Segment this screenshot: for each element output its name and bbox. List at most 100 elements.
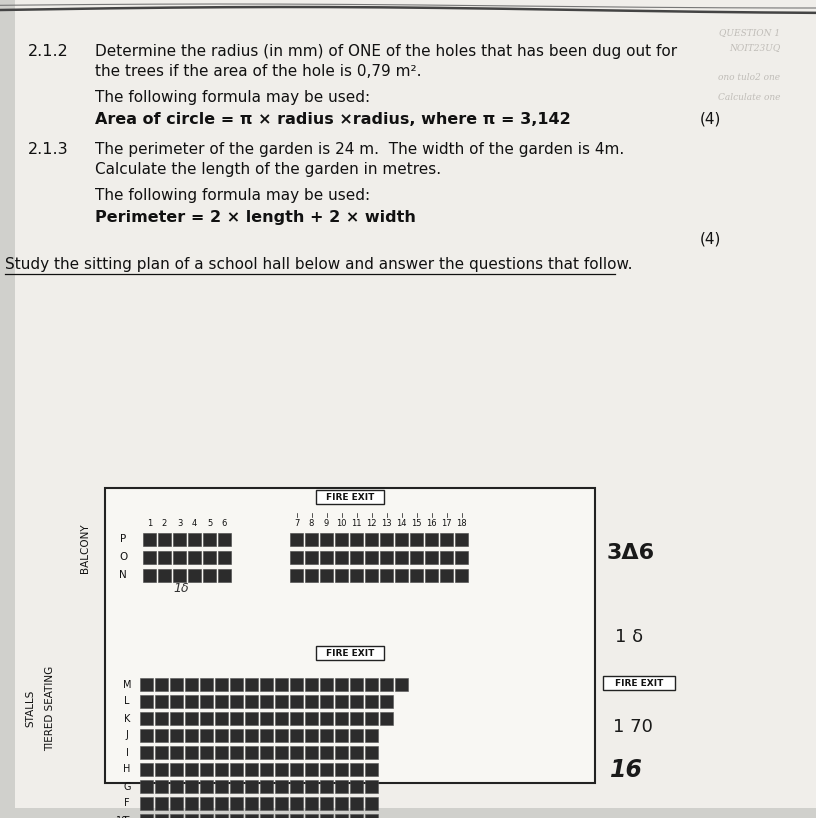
Bar: [290, 814, 303, 818]
Bar: [185, 780, 198, 793]
Bar: [260, 729, 273, 742]
Bar: [350, 712, 363, 725]
Bar: [335, 814, 348, 818]
Bar: [425, 551, 438, 564]
Bar: [218, 533, 231, 546]
Bar: [245, 746, 258, 759]
Bar: [305, 797, 318, 810]
Bar: [440, 533, 453, 546]
Bar: [203, 551, 216, 564]
Bar: [260, 746, 273, 759]
Text: 16: 16: [610, 758, 643, 782]
Bar: [335, 780, 348, 793]
Bar: [275, 814, 288, 818]
Bar: [335, 569, 348, 582]
Bar: [320, 695, 333, 708]
Bar: [200, 797, 213, 810]
Text: 1 δ: 1 δ: [615, 628, 643, 646]
Bar: [170, 695, 183, 708]
Bar: [320, 814, 333, 818]
Bar: [410, 569, 423, 582]
Bar: [335, 797, 348, 810]
Bar: [320, 797, 333, 810]
Bar: [275, 695, 288, 708]
Bar: [155, 797, 168, 810]
Bar: [188, 569, 201, 582]
Bar: [350, 678, 363, 691]
Text: FIRE EXIT: FIRE EXIT: [326, 492, 375, 501]
Bar: [140, 729, 153, 742]
Text: 13: 13: [381, 519, 392, 528]
Bar: [290, 780, 303, 793]
Bar: [230, 797, 243, 810]
Bar: [215, 814, 228, 818]
Bar: [320, 746, 333, 759]
Text: G: G: [123, 781, 131, 792]
Bar: [290, 729, 303, 742]
Text: 1 70: 1 70: [613, 718, 653, 736]
Bar: [305, 695, 318, 708]
Text: 2.1.2: 2.1.2: [28, 44, 69, 59]
Bar: [245, 814, 258, 818]
Bar: [290, 746, 303, 759]
Bar: [365, 763, 378, 776]
Text: Determine the radius (in mm) of ONE of the holes that has been dug out for: Determine the radius (in mm) of ONE of t…: [95, 44, 677, 59]
Bar: [155, 729, 168, 742]
Text: BALCONY: BALCONY: [80, 524, 90, 573]
Bar: [275, 763, 288, 776]
Bar: [350, 569, 363, 582]
Bar: [215, 729, 228, 742]
Bar: [350, 797, 363, 810]
Bar: [275, 797, 288, 810]
Bar: [305, 780, 318, 793]
Bar: [230, 712, 243, 725]
Bar: [365, 729, 378, 742]
Text: (4): (4): [700, 232, 721, 247]
Bar: [230, 780, 243, 793]
Text: Study the sitting plan of a school hall below and answer the questions that foll: Study the sitting plan of a school hall …: [5, 257, 632, 272]
Bar: [320, 551, 333, 564]
Bar: [320, 533, 333, 546]
Text: Calculate the length of the garden in metres.: Calculate the length of the garden in me…: [95, 162, 441, 177]
Text: 14: 14: [397, 519, 406, 528]
Bar: [365, 746, 378, 759]
Bar: [365, 814, 378, 818]
Bar: [158, 533, 171, 546]
Bar: [455, 533, 468, 546]
Bar: [245, 695, 258, 708]
Bar: [260, 695, 273, 708]
Bar: [305, 729, 318, 742]
Text: 15: 15: [411, 519, 422, 528]
Bar: [335, 729, 348, 742]
Text: Calculate one: Calculate one: [717, 93, 780, 102]
Bar: [350, 695, 363, 708]
Bar: [305, 533, 318, 546]
Bar: [185, 695, 198, 708]
Bar: [230, 729, 243, 742]
Bar: [410, 533, 423, 546]
Bar: [173, 533, 186, 546]
Text: 7: 7: [294, 519, 299, 528]
Polygon shape: [15, 0, 816, 808]
Bar: [170, 763, 183, 776]
Bar: [320, 712, 333, 725]
Text: 10: 10: [336, 519, 347, 528]
Bar: [140, 746, 153, 759]
Bar: [230, 678, 243, 691]
Bar: [380, 678, 393, 691]
Bar: [380, 551, 393, 564]
Bar: [350, 533, 363, 546]
Bar: [218, 551, 231, 564]
Bar: [275, 780, 288, 793]
Text: 9: 9: [324, 519, 329, 528]
Bar: [603, 676, 675, 690]
Bar: [365, 551, 378, 564]
Bar: [260, 712, 273, 725]
Bar: [380, 712, 393, 725]
Bar: [365, 695, 378, 708]
Bar: [200, 746, 213, 759]
Bar: [200, 814, 213, 818]
Bar: [290, 551, 303, 564]
Bar: [200, 763, 213, 776]
Bar: [155, 746, 168, 759]
